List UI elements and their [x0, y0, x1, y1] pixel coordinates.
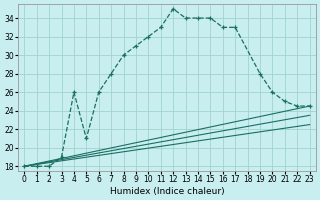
X-axis label: Humidex (Indice chaleur): Humidex (Indice chaleur) [110, 187, 224, 196]
